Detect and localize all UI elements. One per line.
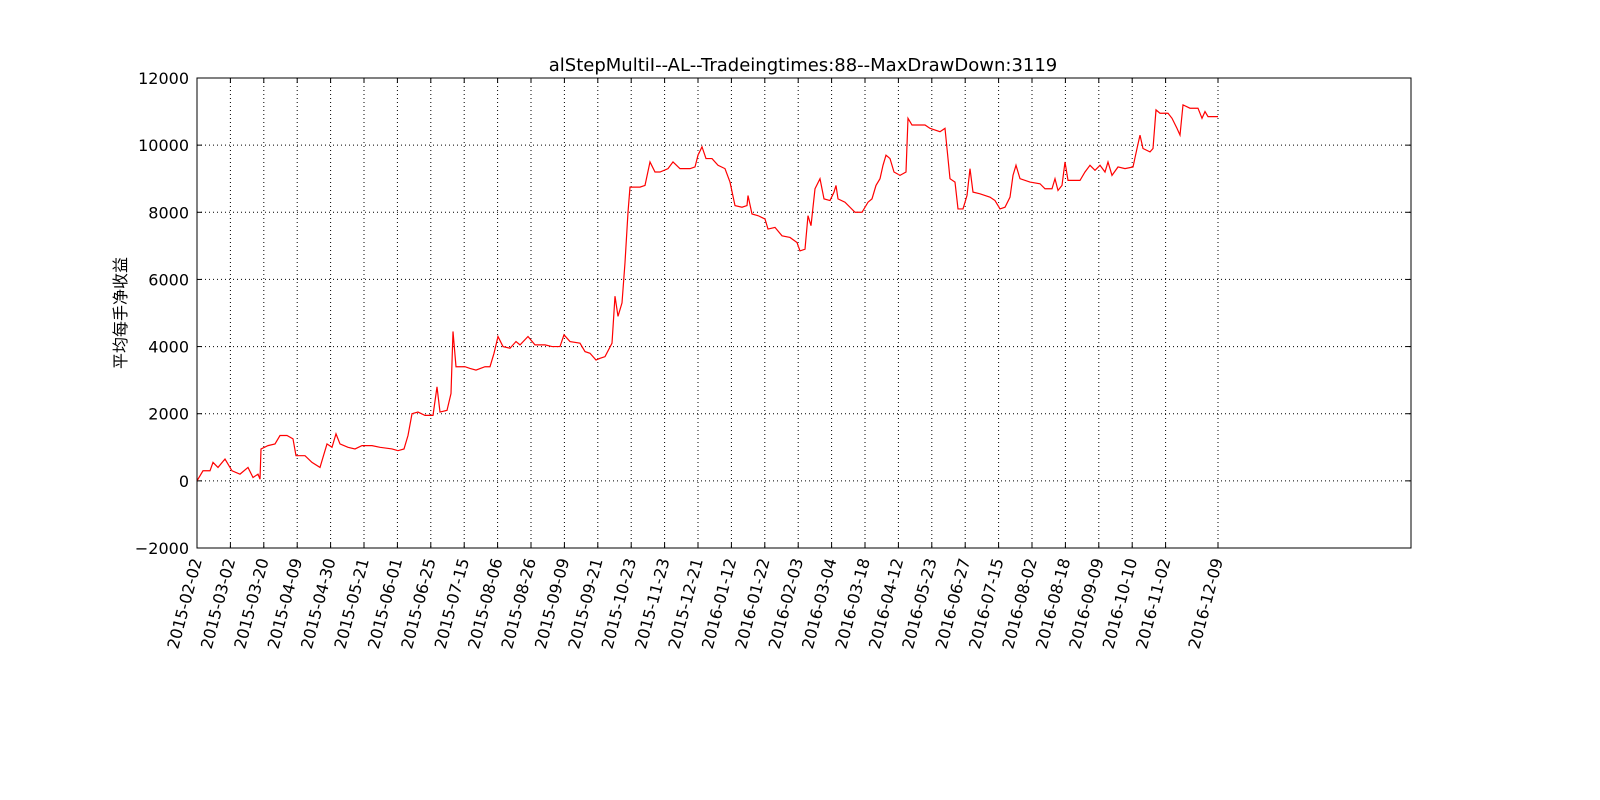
y-tick-label: 4000 — [148, 338, 189, 357]
y-tick-label: 2000 — [148, 405, 189, 424]
data-line — [196, 103, 1218, 482]
y-tick-label: 10000 — [138, 136, 189, 155]
y-tick-label: 8000 — [148, 203, 189, 222]
y-tick-label: −2000 — [135, 539, 189, 558]
chart-title: alStepMultiI--AL--Tradeingtimes:88--MaxD… — [549, 55, 1058, 76]
y-tick-label: 0 — [179, 472, 189, 491]
y-tick-label: 6000 — [148, 270, 189, 289]
y-axis-label: 平均每手净收益 — [111, 257, 130, 369]
plot-frame — [196, 77, 1412, 549]
y-tick-label: 12000 — [138, 69, 189, 88]
x-tick-label: 2016-12-09 — [1184, 556, 1226, 651]
